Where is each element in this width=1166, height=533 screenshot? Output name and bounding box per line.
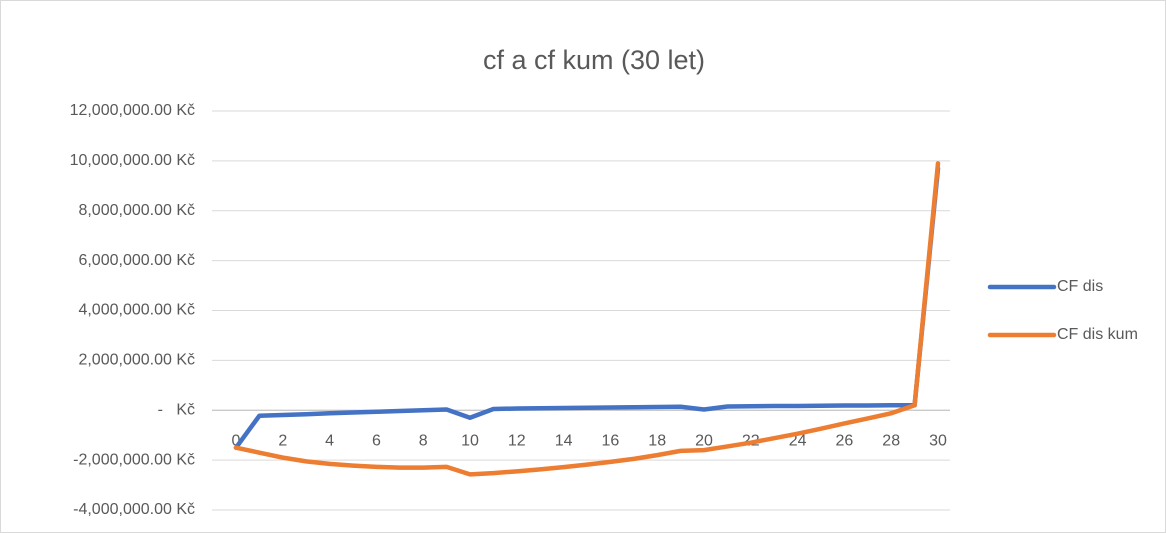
x-tick-label: 2: [278, 432, 287, 449]
legend-label: CF dis: [1057, 278, 1103, 295]
y-tick-label: -4,000,000.00 Kč: [73, 501, 195, 518]
x-tick-label: 18: [648, 432, 666, 449]
x-tick-label: 16: [602, 432, 620, 449]
x-tick-label: 4: [325, 432, 334, 449]
series-line: [233, 161, 941, 477]
y-tick-label: 2,000,000.00 Kč: [78, 352, 195, 369]
y-tick-label: - Kč: [158, 401, 195, 418]
x-tick-label: 30: [929, 432, 947, 449]
x-tick-label: 26: [836, 432, 854, 449]
series-line: [233, 166, 941, 450]
chart-title: cf a cf kum (30 let): [483, 45, 705, 75]
y-tick-label: 10,000,000.00 Kč: [70, 152, 195, 169]
x-tick-label: 20: [695, 432, 713, 449]
x-tick-label: 10: [461, 432, 479, 449]
x-tick-label: 8: [419, 432, 428, 449]
x-tick-label: 12: [508, 432, 526, 449]
y-tick-label: -2,000,000.00 Kč: [73, 451, 195, 468]
x-tick-label: 6: [372, 432, 381, 449]
y-tick-label: 4,000,000.00 Kč: [78, 302, 195, 319]
y-tick-label: 6,000,000.00 Kč: [78, 252, 195, 269]
x-tick-label: 0: [232, 432, 241, 449]
x-tick-label: 14: [555, 432, 573, 449]
y-tick-label: 12,000,000.00 Kč: [70, 102, 195, 119]
y-tick-label: 8,000,000.00 Kč: [78, 202, 195, 219]
x-tick-label: 28: [882, 432, 900, 449]
legend-label: CF dis kum: [1057, 326, 1138, 343]
